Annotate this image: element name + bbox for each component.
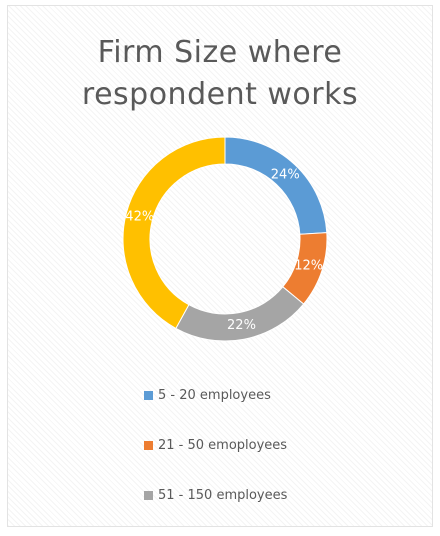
slice-data-label: 22% [227, 318, 256, 333]
donut-chart: 24% 12% 22% 42% [122, 136, 328, 342]
chart-title-line-1: Firm Size where [97, 35, 343, 70]
donut-slice [122, 136, 226, 330]
legend-item-5-20: 5 - 20 employees [144, 386, 287, 404]
legend-label: 5 - 20 employees [158, 387, 271, 403]
legend-label: 21 - 50 emoployees [158, 437, 288, 453]
legend-label: 51 - 150 employees [158, 487, 288, 503]
chart-title: Firm Size where respondent works [8, 32, 432, 116]
legend-swatch [144, 490, 153, 500]
legend-swatch [144, 440, 153, 450]
legend-swatch [144, 390, 153, 400]
slice-data-label: 24% [271, 167, 300, 182]
chart-area: Firm Size where respondent works 24% 12% 2… [7, 5, 433, 527]
legend-item-51-150: 51 - 150 employees [144, 486, 287, 504]
donut-slice [224, 136, 328, 235]
chart-title-line-2: respondent works [81, 77, 359, 112]
legend-item-21-50: 21 - 50 emoployees [144, 436, 287, 454]
slice-data-label: 12% [294, 259, 323, 274]
slice-data-label: 42% [125, 210, 154, 225]
legend: 5 - 20 employees 21 - 50 emoployees 51 -… [144, 386, 287, 536]
